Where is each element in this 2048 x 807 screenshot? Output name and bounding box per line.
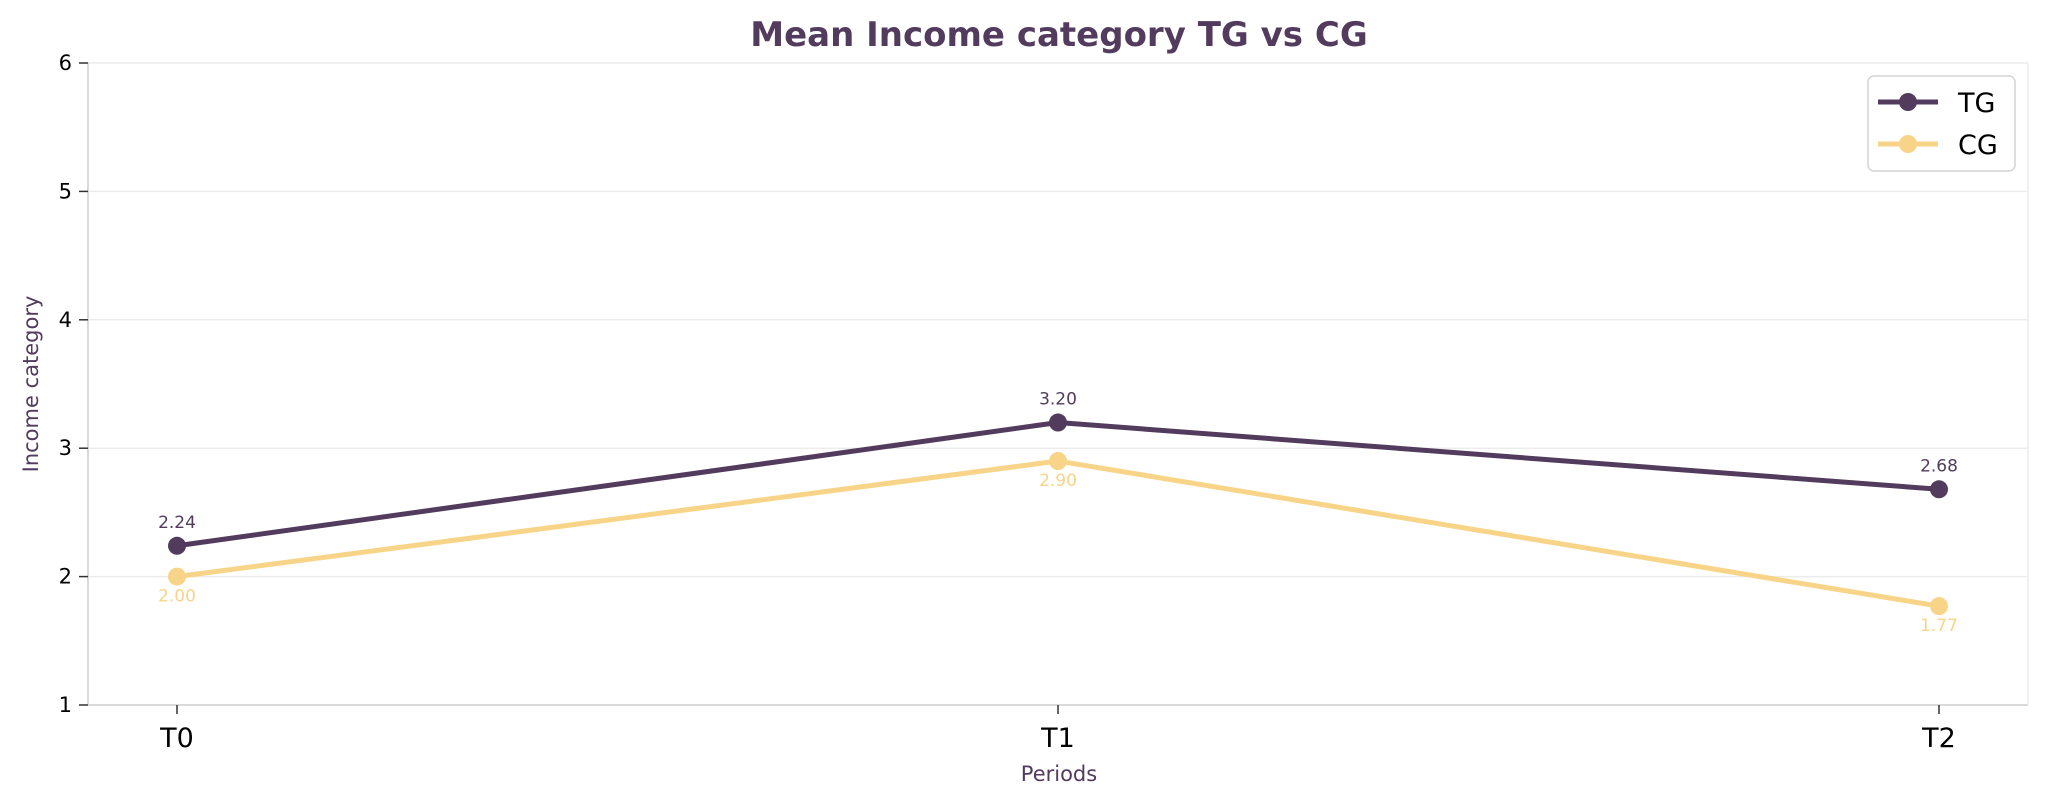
data-point-0-2: [1930, 480, 1948, 499]
data-point-1-1: [1049, 452, 1067, 471]
y-tick-label-2: 3: [59, 436, 72, 460]
data-label-0-1: 3.20: [1039, 390, 1077, 410]
x-tick-label-2: T2: [1921, 723, 1956, 754]
y-tick-label-3: 4: [59, 308, 72, 332]
x-ticks: T0 T1 T2: [159, 705, 1956, 754]
legend: TG CG: [1867, 75, 2016, 172]
legend-marker-0: [1899, 93, 1917, 111]
data-label-1-2: 1.77: [1920, 616, 1958, 636]
chart-title: Mean Income category TG vs CG: [750, 15, 1367, 55]
legend-marker-1: [1899, 135, 1917, 153]
legend-item-0: TG: [1878, 88, 1995, 119]
legend-item-1: CG: [1878, 130, 1998, 161]
y-ticks: 1 2 3 4 5 6: [59, 51, 88, 717]
series: 2.24 3.20 2.68 2.00 2.90 1.77: [158, 390, 1958, 637]
y-tick-label-4: 5: [59, 179, 72, 203]
data-point-1-2: [1930, 597, 1948, 616]
x-tick-label-1: T1: [1040, 723, 1075, 754]
y-tick-label-0: 1: [59, 693, 72, 717]
data-point-1-0: [168, 567, 186, 586]
legend-items: TG CG: [1878, 88, 1998, 161]
data-point-0-1: [1049, 413, 1067, 432]
series-1: 2.00 2.90 1.77: [158, 452, 1958, 636]
x-tick-label-0: T0: [159, 723, 194, 754]
y-tick-label-5: 6: [59, 51, 72, 75]
series-0: 2.24 3.20 2.68: [158, 390, 1958, 555]
data-label-0-0: 2.24: [158, 513, 196, 533]
axes: [87, 63, 2029, 706]
x-axis-label: Periods: [1021, 762, 1097, 786]
y-axis-label: Income category: [19, 296, 43, 473]
y-tick-label-1: 2: [59, 565, 72, 589]
legend-label-1: CG: [1958, 130, 1998, 161]
data-label-1-1: 2.90: [1039, 471, 1077, 491]
legend-label-0: TG: [1957, 88, 1995, 119]
gridlines: [88, 62, 2028, 578]
data-label-0-2: 2.68: [1920, 456, 1958, 476]
data-point-0-0: [168, 536, 186, 555]
data-label-1-0: 2.00: [158, 587, 196, 607]
